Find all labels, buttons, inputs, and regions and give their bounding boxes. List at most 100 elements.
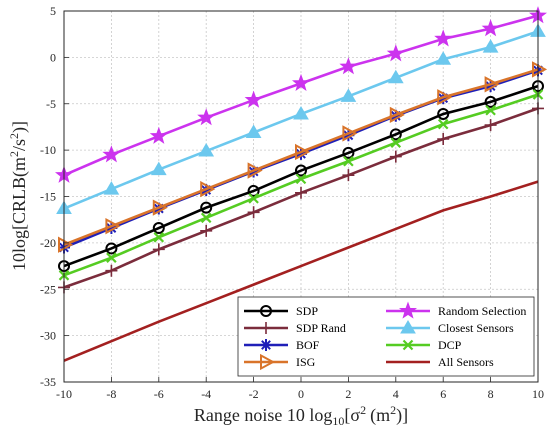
- y-tick-label: -35: [40, 375, 56, 389]
- series-line: [63, 180, 539, 362]
- data-point: [295, 143, 311, 161]
- legend-item: SDP: [244, 304, 318, 318]
- data-point: [437, 89, 453, 106]
- data-point: [247, 184, 260, 197]
- data-point: [106, 252, 117, 263]
- data-point: [437, 132, 450, 145]
- data-point: [293, 105, 309, 120]
- tick-labels: -10 -8 -6 -4 -2 0 2 4 6 8 10-35-30-25-20-15-10-505: [40, 4, 544, 401]
- data-point: [247, 162, 263, 179]
- data-point: [437, 107, 450, 120]
- data-point: [484, 80, 497, 93]
- data-point: [200, 224, 213, 237]
- series-random-selection: [54, 6, 548, 183]
- x-tick-label: -4: [201, 387, 211, 401]
- data-point: [245, 124, 262, 139]
- data-point: [339, 57, 358, 75]
- series-all-sensors: [63, 180, 539, 362]
- series-sdp-rand: [58, 102, 544, 294]
- y-axis-label: 10log[CRLB(m2/s2)]: [7, 121, 30, 271]
- y-tick-label: -15: [40, 190, 56, 204]
- y-tick-label: -25: [40, 282, 56, 296]
- legend-label: Closest Sensors: [438, 321, 514, 335]
- data-point: [58, 236, 74, 253]
- y-tick-label: -5: [46, 97, 56, 111]
- data-point: [103, 181, 120, 195]
- data-point: [291, 73, 311, 92]
- x-tick-label: -6: [154, 387, 164, 401]
- x-tick-label: -8: [106, 387, 116, 401]
- series-closest-sensors: [56, 23, 546, 215]
- data-point: [244, 90, 263, 108]
- series-isg: [58, 61, 548, 253]
- legend-label: Random Selection: [438, 304, 526, 318]
- x-tick-label: 10: [532, 387, 544, 401]
- data-point: [197, 108, 216, 126]
- legend-item: SDP Rand: [244, 321, 346, 335]
- x-tick-label: 4: [393, 387, 399, 401]
- series-layer: [54, 6, 548, 362]
- x-tick-label: 0: [298, 387, 304, 401]
- data-point: [342, 125, 358, 142]
- data-point: [200, 201, 213, 214]
- data-point: [532, 61, 548, 78]
- legend-label: All Sensors: [438, 355, 494, 369]
- data-point: [387, 69, 404, 84]
- data-point: [152, 222, 165, 235]
- data-point: [437, 118, 449, 130]
- legend-item: All Sensors: [386, 355, 494, 369]
- data-point: [105, 222, 118, 235]
- y-tick-label: -20: [40, 236, 56, 250]
- data-point: [389, 150, 402, 163]
- legend-item: BOF: [244, 338, 320, 352]
- y-tick-label: 5: [50, 4, 56, 18]
- legend-swatch-marker: [260, 339, 272, 351]
- legend-label: SDP: [296, 304, 318, 318]
- y-tick-label: 0: [50, 50, 56, 64]
- legend-label: DCP: [438, 338, 462, 352]
- data-point: [295, 164, 307, 177]
- data-point: [153, 232, 165, 243]
- data-point: [386, 44, 405, 62]
- data-point: [198, 143, 215, 157]
- data-point: [342, 129, 355, 142]
- x-tick-label: -10: [56, 387, 72, 401]
- legend-item: Random Selection: [386, 301, 526, 319]
- y-tick-label: -10: [40, 143, 56, 157]
- data-point: [435, 51, 452, 65]
- data-point: [152, 199, 168, 216]
- legend-item: Closest Sensors: [386, 320, 514, 335]
- data-point: [247, 206, 260, 219]
- data-point: [105, 264, 118, 277]
- x-tick-label: -2: [249, 387, 259, 401]
- data-point: [343, 155, 354, 167]
- data-point: [295, 173, 307, 185]
- data-point: [102, 145, 121, 163]
- data-point: [200, 180, 216, 198]
- data-point: [152, 243, 165, 256]
- data-point: [484, 76, 500, 93]
- legend-item: DCP: [386, 338, 462, 352]
- data-point: [248, 193, 259, 204]
- legend-item: ISG: [244, 353, 316, 371]
- legend: SDP SDP Rand BOF ISG Random Selection Closest…: [237, 296, 535, 377]
- series-line: [63, 84, 539, 268]
- data-point: [342, 169, 355, 182]
- data-point: [105, 242, 118, 255]
- series-line: [63, 68, 539, 246]
- y-tick-label: -30: [40, 329, 56, 343]
- legend-swatch-marker: [260, 322, 272, 334]
- legend-label: ISG: [296, 355, 316, 369]
- data-point: [390, 137, 402, 148]
- data-point: [295, 147, 307, 160]
- data-point: [485, 104, 496, 116]
- legend-label: BOF: [296, 338, 320, 352]
- legend-swatch-marker: [402, 339, 414, 351]
- data-point: [150, 161, 167, 176]
- data-point: [105, 218, 121, 235]
- data-point: [200, 212, 212, 224]
- x-tick-label: 2: [345, 387, 351, 401]
- data-point: [340, 88, 357, 102]
- data-point: [482, 39, 499, 53]
- x-tick-label: 6: [440, 387, 446, 401]
